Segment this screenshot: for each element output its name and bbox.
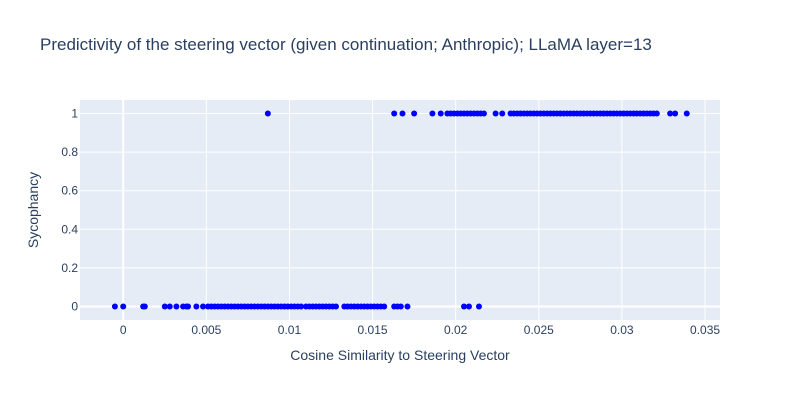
x-tick-labels: 0 0.005 0.01 0.015 0.02 0.025 0.03 0.035: [120, 323, 721, 337]
data-point: [653, 110, 660, 117]
y-tick-label: 0.8: [61, 145, 78, 159]
data-points: [111, 110, 690, 310]
data-point: [333, 303, 339, 310]
data-point: [391, 110, 398, 117]
data-point: [672, 110, 679, 117]
data-point: [683, 110, 690, 117]
x-axis-label: Cosine Similarity to Steering Vector: [290, 347, 510, 363]
data-point: [166, 303, 173, 310]
y-axis-label: Sycophancy: [25, 172, 41, 248]
data-point: [461, 303, 467, 310]
data-point: [411, 110, 418, 117]
data-point: [120, 303, 127, 310]
x-tick-label: 0.035: [690, 323, 720, 337]
data-point: [193, 303, 200, 310]
data-point: [480, 110, 487, 117]
data-point: [475, 303, 482, 310]
x-tick-label: 0: [120, 323, 127, 337]
data-point: [397, 303, 404, 310]
data-point: [161, 303, 168, 310]
y-tick-label: 1: [71, 107, 78, 121]
x-tick-label: 0.025: [524, 323, 554, 337]
x-tick-label: 0.02: [444, 323, 468, 337]
x-tick-label: 0.005: [191, 323, 221, 337]
x-tick-label: 0.03: [610, 323, 634, 337]
data-point: [264, 110, 271, 117]
data-point: [404, 303, 411, 310]
y-tick-label: 0.2: [61, 261, 78, 275]
data-point: [111, 303, 118, 310]
data-point: [667, 110, 674, 117]
data-point: [173, 303, 180, 310]
data-point: [465, 303, 472, 310]
chart-title: Predictivity of the steering vector (giv…: [40, 35, 652, 54]
plot-area: [80, 100, 720, 320]
data-point: [499, 110, 506, 117]
x-tick-label: 0.015: [358, 323, 388, 337]
data-point: [141, 303, 148, 310]
y-tick-label: 0: [71, 299, 78, 313]
data-point: [381, 303, 388, 310]
data-point: [399, 110, 406, 117]
data-point: [437, 110, 444, 117]
data-point: [298, 303, 305, 310]
data-point: [492, 110, 499, 117]
y-tick-labels: 0 0.2 0.4 0.6 0.8 1: [61, 107, 78, 314]
data-point: [200, 303, 207, 310]
y-tick-label: 0.4: [61, 222, 78, 236]
y-tick-label: 0.6: [61, 184, 78, 198]
data-point: [429, 110, 436, 117]
x-tick-label: 0.01: [278, 323, 302, 337]
data-point: [185, 303, 192, 310]
